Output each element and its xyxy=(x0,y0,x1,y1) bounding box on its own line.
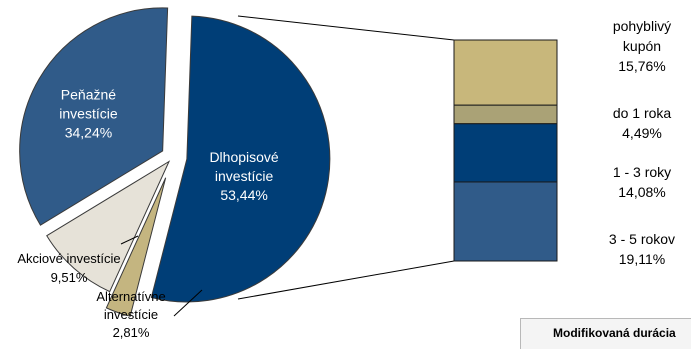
breakdown-labels: pohyblivý kupón 15,76% do 1 roka 4,49% 1 - 3 … xyxy=(609,18,675,267)
bar-segment-do-1-roka xyxy=(453,104,558,125)
bar-segment-3-5-rokov xyxy=(453,181,558,262)
bar-label-pohyblivy-kupon: pohyblivý kupón 15,76% xyxy=(613,18,671,74)
bar-label-do-1-roka: do 1 roka 4,49% xyxy=(613,105,672,141)
bar-segment-1-3-roky xyxy=(453,123,558,183)
modified-duration-label: Modifikovaná durácia xyxy=(553,326,676,340)
pie-label-dlhopisove-investicie: Dlhopisové investície 53,44% xyxy=(209,149,278,203)
pie-slices xyxy=(19,7,331,317)
pie-labels: Dlhopisové investície 53,44% Peňažné investí… xyxy=(17,86,279,340)
breakdown-bar xyxy=(453,39,558,262)
bar-label-3-5-rokov: 3 - 5 rokov 19,11% xyxy=(609,231,675,267)
pie-slice-dlhopisove-investicie xyxy=(150,15,331,303)
leader-line-alternativne xyxy=(173,289,203,317)
leader-lines xyxy=(120,235,203,317)
pie-slice-alternativne-investicie xyxy=(105,177,167,317)
pie-slice-penazne-investicie xyxy=(19,7,169,226)
bar-segment-pohyblivy-kupon xyxy=(453,39,558,106)
bar-label-1-3-roky: 1 - 3 roky 14,08% xyxy=(613,164,671,200)
connector-line-bottom xyxy=(237,260,455,300)
leader-line-akciove xyxy=(120,235,139,245)
pie-label-alternativne-investicie: Alternatívne investície 2,81% xyxy=(96,289,165,340)
pie-label-penazne-investicie: Peňažné investície 34,24% xyxy=(59,86,118,140)
connector-line-top xyxy=(237,15,455,41)
pie-label-akciove-investicie: Akciové investície 9,51% xyxy=(17,251,120,285)
pie-slice-akciove-investicie xyxy=(46,160,171,293)
modified-duration-box: Modifikovaná durácia xyxy=(520,318,691,349)
